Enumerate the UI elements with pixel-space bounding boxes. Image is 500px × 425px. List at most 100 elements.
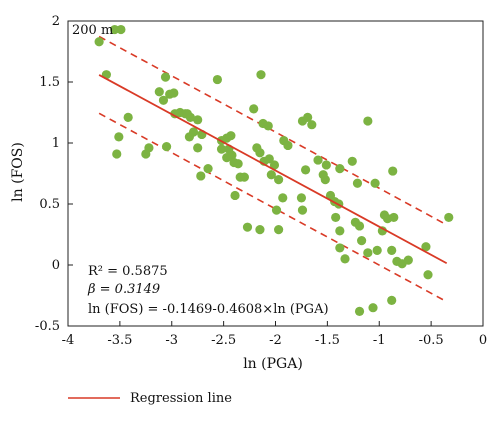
x-tick-label: 0 — [479, 333, 487, 348]
data-point — [389, 212, 399, 223]
x-tick-label: -2 — [269, 333, 282, 348]
regression-line-layer — [98, 74, 448, 265]
r-squared-text: R² = 0.5875 — [88, 264, 168, 279]
y-axis-title: ln (FOS) — [10, 142, 26, 202]
regression-line — [98, 74, 448, 265]
data-point — [222, 153, 232, 163]
x-tick-label: -1.5 — [315, 333, 340, 348]
data-point — [377, 226, 387, 236]
data-point — [363, 248, 373, 258]
data-point — [347, 156, 357, 166]
data-point — [161, 142, 172, 152]
data-point — [372, 245, 382, 255]
data-point — [242, 222, 253, 232]
data-point — [193, 143, 203, 153]
data-point — [303, 112, 313, 122]
data-point — [193, 115, 203, 125]
data-point — [423, 270, 433, 280]
data-point — [158, 95, 169, 105]
data-point — [184, 132, 194, 142]
data-point — [154, 87, 164, 97]
equation-text: ln (FOS) = -0.1469-0.4608×ln (PGA) — [88, 302, 329, 317]
data-point — [331, 212, 341, 223]
data-point — [321, 160, 331, 170]
y-tick-label: 1 — [52, 136, 60, 151]
x-tick-label: -3 — [165, 333, 178, 348]
x-tick-label: -1 — [373, 333, 386, 348]
data-point — [278, 193, 288, 203]
data-point — [352, 178, 363, 188]
data-point — [255, 225, 265, 235]
y-tick-label: 0 — [52, 258, 60, 273]
data-point — [170, 109, 180, 119]
data-point — [264, 154, 274, 164]
data-point — [203, 164, 213, 174]
data-point — [266, 170, 276, 180]
data-point — [283, 140, 293, 151]
data-point — [357, 236, 367, 246]
x-axis-ticks: -4 -3.5 -3 -2.5 -2 -1.5 -1 -0.5 0 — [62, 321, 487, 348]
data-point — [300, 165, 311, 175]
data-point — [226, 131, 236, 141]
data-point — [387, 295, 397, 305]
data-point — [335, 226, 345, 236]
data-point — [354, 221, 365, 231]
data-point — [387, 245, 397, 255]
y-tick-label: 2 — [52, 14, 60, 29]
data-point — [320, 175, 330, 185]
data-point — [249, 104, 259, 114]
data-point — [169, 88, 179, 98]
data-point — [185, 112, 196, 122]
legend-label: Regression line — [130, 391, 232, 406]
data-point — [114, 132, 124, 142]
x-tick-label: -4 — [62, 333, 75, 348]
x-tick-label: -0.5 — [419, 333, 444, 348]
data-point — [370, 178, 380, 188]
data-point — [354, 306, 365, 316]
data-point — [94, 37, 104, 47]
data-point — [307, 120, 317, 130]
data-point — [233, 159, 243, 169]
data-point — [112, 149, 122, 159]
upper-band-line — [98, 35, 448, 226]
data-point — [403, 255, 413, 265]
data-point — [274, 225, 284, 235]
data-point — [444, 212, 454, 223]
data-points-layer — [94, 24, 454, 316]
panel-label: 200 m — [72, 23, 113, 38]
x-tick-label: -2.5 — [211, 333, 236, 348]
data-point — [335, 164, 345, 174]
data-point — [196, 171, 206, 181]
y-axis-ticks: -0.5 0 0.5 1 1.5 2 — [35, 14, 73, 334]
y-tick-label: 0.5 — [39, 197, 60, 212]
x-axis-title: ln (PGA) — [243, 356, 303, 372]
data-point — [123, 112, 133, 122]
data-point — [255, 148, 265, 158]
data-point — [363, 116, 373, 126]
data-point — [297, 205, 308, 215]
data-point — [313, 155, 323, 165]
data-point — [216, 144, 227, 154]
data-point — [160, 72, 171, 82]
y-tick-label: 1.5 — [39, 75, 60, 90]
data-point — [263, 121, 273, 131]
data-point — [116, 24, 126, 35]
data-point — [388, 166, 398, 176]
data-point — [368, 303, 378, 313]
y-tick-label: -0.5 — [35, 319, 60, 334]
data-point — [296, 193, 307, 203]
data-point — [239, 172, 249, 182]
x-tick-label: -3.5 — [107, 333, 132, 348]
data-point — [335, 243, 345, 253]
data-point — [230, 190, 240, 201]
data-point — [256, 70, 266, 80]
data-point — [141, 149, 151, 159]
data-point — [271, 205, 282, 215]
data-point — [269, 160, 280, 170]
data-point — [212, 74, 222, 85]
data-point — [274, 175, 284, 185]
data-point — [421, 242, 431, 252]
data-point — [340, 254, 350, 264]
beta-text: β = 0.3149 — [87, 282, 160, 297]
